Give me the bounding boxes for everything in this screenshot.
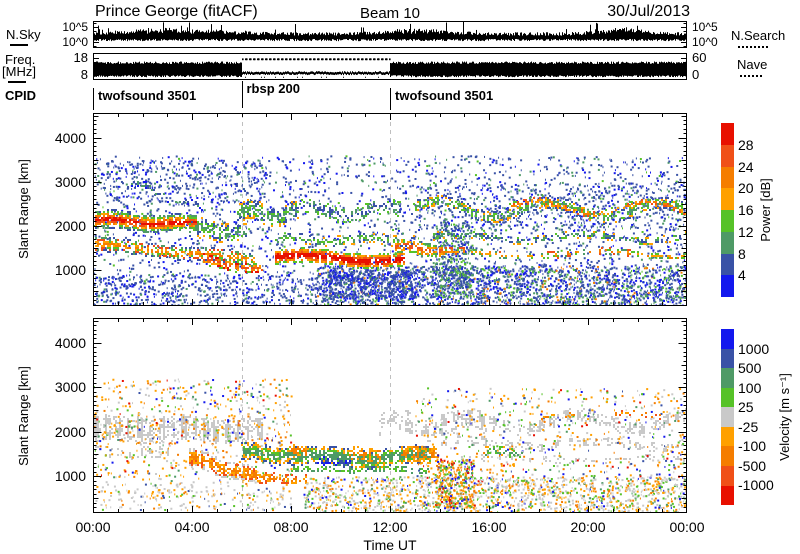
colorbar-segment bbox=[721, 253, 734, 276]
date-label: 30/Jul/2013 bbox=[607, 3, 690, 20]
nsearch-legend-dots bbox=[738, 46, 768, 48]
time-tick-label: 04:00 bbox=[174, 519, 210, 535]
noise-tick-bottom-left: 10^0 bbox=[62, 35, 88, 49]
velocity-colorbar-title: Velocity [m s⁻¹] bbox=[777, 373, 792, 461]
colorbar-tick-label: 20 bbox=[738, 180, 754, 197]
time-axis-label: Time UT bbox=[363, 537, 417, 553]
time-tick-label: 00:00 bbox=[75, 519, 111, 535]
time-tick-label: 20:00 bbox=[570, 519, 606, 535]
colorbar-segment bbox=[721, 485, 734, 506]
colorbar-segment bbox=[721, 275, 734, 297]
freq-label-2: [MHz] bbox=[2, 64, 36, 79]
colorbar-tick-label: 16 bbox=[738, 202, 754, 218]
nave-label: Nave bbox=[737, 57, 768, 72]
power-colorbar bbox=[721, 123, 734, 297]
page-title: Prince George (fitACF) bbox=[95, 3, 258, 20]
colorbar-tick-label: 28 bbox=[738, 136, 754, 153]
beam-label: Beam 10 bbox=[359, 5, 421, 22]
colorbar-tick-label: 8 bbox=[738, 245, 746, 262]
colorbar-segment bbox=[721, 188, 734, 210]
power-range-tick: 3000 bbox=[54, 173, 86, 190]
colorbar-tick-label: 4 bbox=[738, 267, 746, 284]
power-range-tick: 1000 bbox=[54, 261, 86, 278]
colorbar-segment bbox=[721, 166, 734, 189]
velocity-range-tick: 4000 bbox=[54, 334, 86, 351]
slant-range-label-velocity: Slant Range [km] bbox=[16, 366, 31, 466]
velocity-heatmap-canvas bbox=[93, 318, 687, 513]
noise-tick-bottom-right: 10^0 bbox=[692, 35, 718, 49]
velocity-colorbar bbox=[721, 329, 734, 506]
colorbar-tick-label: 500 bbox=[738, 360, 762, 377]
colorbar-segment bbox=[721, 210, 734, 232]
time-tick-label: 00:00 bbox=[669, 519, 705, 535]
cpid-entry: rbsp 200 bbox=[241, 81, 300, 108]
colorbar-segment bbox=[721, 446, 734, 466]
colorbar-segment bbox=[721, 329, 734, 349]
cpid-entry: twofsound 3501 bbox=[390, 88, 493, 110]
nsky-label: N.Sky bbox=[6, 27, 41, 42]
noise-trace-canvas bbox=[93, 21, 687, 48]
freq-trace-canvas bbox=[93, 53, 687, 80]
colorbar-tick-label: 24 bbox=[738, 158, 754, 175]
cpid-entry: twofsound 3501 bbox=[93, 88, 196, 110]
colorbar-segment bbox=[721, 348, 734, 369]
time-tick-label: 16:00 bbox=[471, 519, 507, 535]
noise-tick-top-left: 10^5 bbox=[62, 20, 88, 34]
nave-tick-top: 60 bbox=[692, 50, 707, 65]
colorbar-segment bbox=[721, 387, 734, 408]
colorbar-tick-label: 25 bbox=[738, 399, 754, 416]
noise-tick-top-right: 10^5 bbox=[692, 20, 718, 34]
colorbar-tick-label: 12 bbox=[738, 223, 754, 240]
time-tick-label: 12:00 bbox=[372, 519, 408, 535]
velocity-range-tick: 1000 bbox=[54, 468, 86, 485]
cpid-label: CPID bbox=[5, 88, 37, 103]
freq-label-1: Freq. bbox=[5, 52, 36, 67]
colorbar-segment bbox=[721, 123, 734, 145]
freq-tick-top: 18 bbox=[73, 50, 88, 65]
nsearch-label: N.Search bbox=[731, 28, 786, 43]
colorbar-segment bbox=[721, 407, 734, 427]
colorbar-segment bbox=[721, 144, 734, 167]
freq-legend-line bbox=[8, 81, 26, 83]
nave-legend-dots bbox=[740, 75, 762, 77]
power-colorbar-title: Power [dB] bbox=[758, 178, 773, 242]
colorbar-tick-label: 1000 bbox=[738, 340, 770, 357]
time-tick-label: 08:00 bbox=[273, 519, 309, 535]
power-range-tick: 4000 bbox=[54, 129, 86, 146]
slant-range-label-power: Slant Range [km] bbox=[16, 159, 31, 259]
colorbar-tick-label: 100 bbox=[738, 379, 762, 396]
colorbar-segment bbox=[721, 231, 734, 254]
velocity-range-tick: 2000 bbox=[54, 423, 86, 440]
power-range-tick: 2000 bbox=[54, 217, 86, 234]
colorbar-tick-label: -1000 bbox=[738, 477, 774, 494]
velocity-range-tick: 3000 bbox=[54, 379, 86, 396]
nave-tick-bottom: 0 bbox=[692, 67, 700, 82]
colorbar-segment bbox=[721, 465, 734, 486]
power-heatmap-canvas bbox=[93, 113, 687, 306]
nsky-legend-line bbox=[10, 44, 28, 46]
colorbar-segment bbox=[721, 368, 734, 388]
freq-tick-bottom: 8 bbox=[80, 67, 88, 82]
colorbar-segment bbox=[721, 426, 734, 447]
colorbar-tick-label: -500 bbox=[738, 457, 767, 474]
colorbar-tick-label: -100 bbox=[738, 438, 767, 455]
colorbar-tick-label: -25 bbox=[738, 418, 759, 435]
